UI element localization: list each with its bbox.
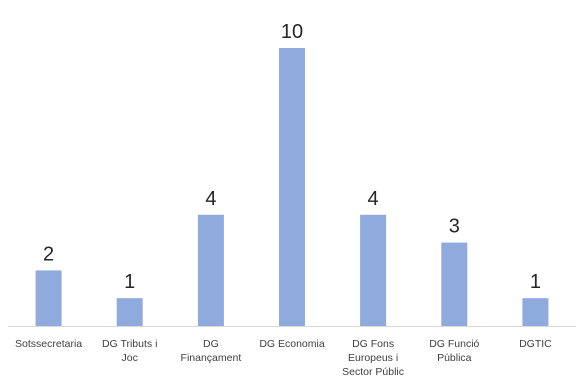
data-label-5: 3: [449, 216, 460, 238]
category-label-6: DGTIC: [519, 338, 552, 350]
data-label-3: 10: [281, 21, 303, 43]
category-label-3: DG Economia: [259, 338, 325, 350]
bar-4: [360, 214, 387, 326]
data-label-2: 4: [205, 188, 216, 210]
category-label-5: DG Funció Pública: [429, 338, 479, 364]
data-label-1: 1: [124, 271, 135, 293]
category-label-2: DG Finançament: [181, 338, 242, 364]
bar-2: [197, 214, 224, 326]
data-label-6: 1: [530, 271, 541, 293]
bar-0: [35, 270, 62, 326]
data-label-0: 2: [43, 243, 54, 265]
category-label-0: Sotssecretaria: [15, 338, 82, 350]
bar-5: [441, 242, 468, 326]
category-labels-group: Sotssecretaria DG Tributs i Joc DG Finançame…: [15, 338, 552, 378]
bars-group: [35, 48, 549, 326]
bar-3: [279, 48, 305, 326]
value-labels-group: 2 1 4 10 4 3 1: [43, 21, 541, 293]
data-label-4: 4: [368, 188, 379, 210]
category-label-1: DG Tributs i Joc: [102, 338, 157, 364]
bar-6: [522, 298, 549, 326]
bar-1: [116, 298, 143, 326]
category-label-4: DG Fons Europeus i Sector Públic: [342, 338, 404, 378]
